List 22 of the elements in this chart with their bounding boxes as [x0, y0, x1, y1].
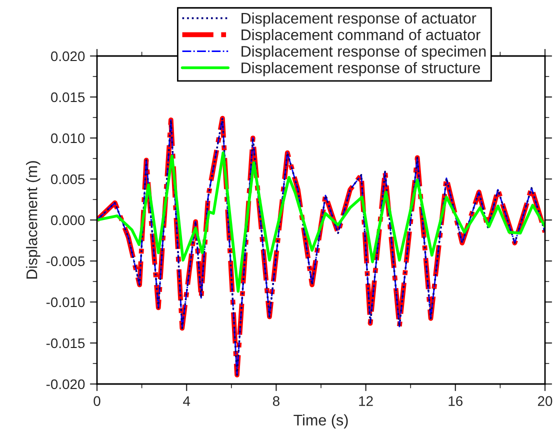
- y-tick-label: 0.020: [50, 51, 85, 62]
- x-tick-label: 12: [359, 396, 373, 406]
- y-tick-label: -0.020: [46, 379, 85, 390]
- x-tick-label: 16: [448, 396, 463, 406]
- line-series: [97, 151, 545, 293]
- legend-label: Displacement response of actuator: [242, 12, 476, 27]
- legend-label: Displacement command of actuator: [242, 28, 480, 44]
- y-axis-title: Displacement (m): [26, 161, 40, 279]
- y-tick-label: 0.010: [50, 133, 85, 144]
- x-axis-title: Time (s): [294, 414, 348, 429]
- legend-label: Displacement response of structure: [242, 62, 480, 76]
- y-tick-label: -0.005: [46, 256, 85, 266]
- y-tick-label: -0.015: [46, 338, 85, 348]
- y-tick-label: 0.015: [50, 92, 85, 102]
- y-tick-label: 0.005: [50, 174, 85, 184]
- legend-label: Displacement response of specimen: [242, 46, 486, 60]
- x-tick-label: 4: [183, 396, 190, 406]
- y-tick-label: 0.000: [50, 215, 85, 226]
- x-tick-label: 0: [94, 396, 100, 406]
- y-tick-label: -0.010: [46, 297, 85, 308]
- x-tick-label: 20: [538, 396, 552, 406]
- x-tick-label: 8: [272, 396, 280, 406]
